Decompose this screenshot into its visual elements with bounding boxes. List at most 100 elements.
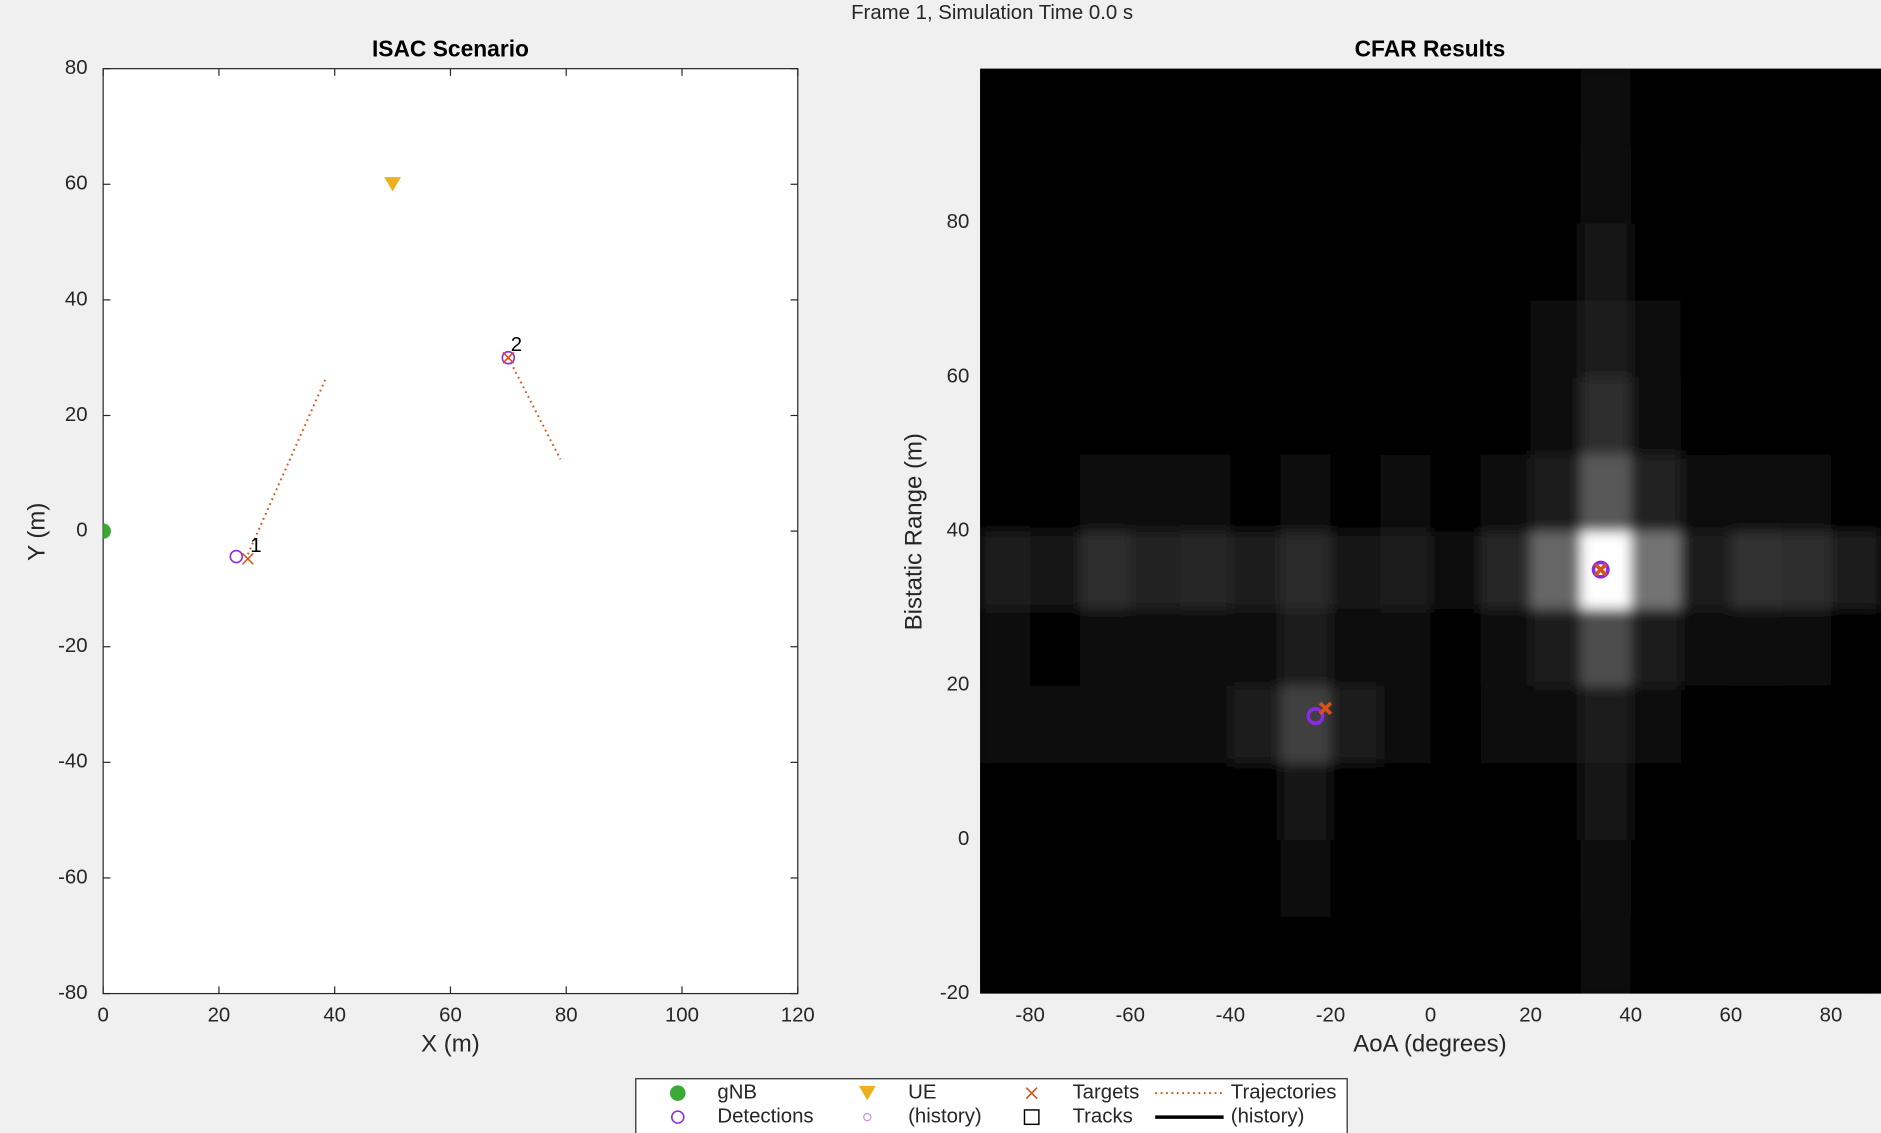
x-tick-label: -60 [1116,1005,1145,1027]
x-tick-label: 100 [665,1005,699,1027]
heatmap-cell [1530,68,1582,147]
heatmap-cell [1730,376,1782,455]
heatmap-cell [1080,68,1131,147]
heatmap-cell [1680,145,1732,224]
legend-box [635,1078,1348,1133]
heatmap-cell [1080,376,1131,455]
heatmap-cell [1030,299,1081,378]
heatmap-cell [1130,68,1181,147]
legend-label: (history) [908,1106,982,1128]
y-tick-label: 20 [65,404,88,426]
heatmap-cell [1630,685,1682,763]
heatmap-cell [1680,68,1732,147]
heatmap-cell [1030,376,1081,455]
heatmap-cell [1530,376,1582,455]
heatmap-cell [1380,685,1432,763]
heatmap-cell [1830,608,1881,686]
heatmap-cell [1230,839,1281,918]
heatmap-cell [1080,608,1131,686]
heatmap-cell [1830,762,1881,841]
heatmap-cell [1580,531,1632,609]
heatmap-cell [1130,839,1181,918]
heatmap-cell [1830,685,1881,763]
heatmap-cell [1380,145,1432,224]
heatmap-cell [980,608,1031,686]
heatmap-cell [980,222,1031,301]
target-label: 1 [250,535,261,557]
heatmap-cell [1780,762,1832,841]
heatmap-cell [1330,685,1382,763]
heatmap-cell [1280,762,1332,841]
heatmap-cell [1380,839,1432,918]
heatmap-cell [1180,454,1231,532]
heatmap-cell [1580,608,1632,686]
heatmap-cell [1530,916,1582,994]
heatmap-cell [1330,531,1382,609]
heatmap-cell [1280,454,1332,532]
heatmap-cell [1580,145,1632,224]
heatmap-cell [1730,68,1782,147]
y-tick-label: 0 [958,828,969,850]
heatmap-cell [1130,222,1181,301]
heatmap-cell [1780,839,1832,918]
heatmap-cell [1130,145,1181,224]
heatmap-cell [1380,222,1432,301]
y-tick-label: 20 [947,674,970,696]
y-tick-label: -40 [58,751,87,773]
x-tick-label: 120 [781,1005,815,1027]
heatmap-cell [1180,68,1231,147]
heatmap [980,68,1881,994]
heatmap-cell [1130,454,1181,532]
heatmap-cell [1730,762,1782,841]
heatmap-cell [1580,68,1632,147]
heatmap-cell [1380,68,1432,147]
heatmap-cell [1030,608,1081,686]
heatmap-cell [1230,145,1281,224]
heatmap-cell [1280,299,1332,378]
heatmap-cell [1780,685,1832,763]
heatmap-cell [1580,685,1632,763]
axes-title: CFAR Results [1355,36,1506,62]
heatmap-cell [1330,376,1382,455]
legend-label: (history) [1231,1106,1305,1128]
heatmap-cell [1380,916,1432,994]
heatmap-cell [1830,222,1881,301]
heatmap-cell [1480,299,1532,378]
x-tick-label: 0 [97,1005,108,1027]
heatmap-cell [1530,762,1582,841]
heatmap-cell [1180,839,1231,918]
heatmap-cell [1730,145,1782,224]
heatmap-cell [1730,222,1782,301]
heatmap-cell [1330,68,1382,147]
heatmap-cell [1030,454,1081,532]
heatmap-cell [1380,531,1432,609]
x-tick-label: -20 [1316,1005,1345,1027]
heatmap-cell [980,145,1031,224]
x-tick-label: 60 [1720,1005,1743,1027]
heatmap-cell [1280,685,1332,763]
heatmap-cell [1130,608,1181,686]
target-marker [1318,701,1333,716]
heatmap-cell [1030,685,1081,763]
heatmap-cell [1230,608,1281,686]
heatmap-cell [1230,762,1281,841]
heatmap-cell [1030,68,1081,147]
target-marker [1594,562,1608,577]
heatmap-cell [1630,68,1682,147]
y-axis-label: Bistatic Range (m) [901,433,928,630]
heatmap-cell [1530,608,1582,686]
heatmap-cell [1080,299,1131,378]
heatmap-cell [1680,454,1732,532]
heatmap-cell [980,762,1031,841]
heatmap-cell [1830,839,1881,918]
legend-marker [1023,1109,1040,1126]
heatmap-cell [1730,839,1782,918]
legend-marker [863,1112,872,1122]
heatmap-cell [1680,299,1732,378]
x-tick-label: 80 [1820,1005,1843,1027]
heatmap-cell [1180,531,1231,609]
heatmap-cell [1430,916,1482,994]
heatmap-cell [1680,376,1732,455]
